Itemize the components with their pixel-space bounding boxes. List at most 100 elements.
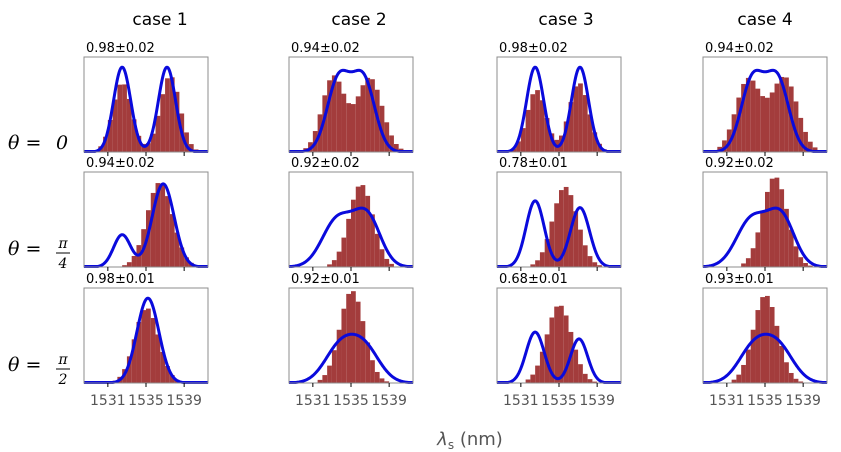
model-curve xyxy=(288,206,414,268)
histogram-bar xyxy=(351,199,356,267)
histogram-bar xyxy=(568,102,574,152)
histogram-bar xyxy=(807,265,813,267)
histogram-bar xyxy=(355,301,361,383)
histogram-bar xyxy=(131,119,137,152)
row-label-numerator: π xyxy=(57,352,68,368)
model-curve xyxy=(288,332,414,384)
x-tick-label: 1531 xyxy=(295,393,331,409)
histogram-bar xyxy=(530,374,536,383)
histogram-bar xyxy=(317,379,323,383)
histogram-bar xyxy=(160,351,166,383)
histogram-bar xyxy=(370,360,375,383)
histogram-bar xyxy=(544,239,550,267)
histogram-bar xyxy=(750,248,756,267)
histogram-bar xyxy=(788,229,794,267)
histogram-bar xyxy=(146,143,151,152)
histogram-bar xyxy=(539,351,545,383)
histogram-bar xyxy=(755,88,761,152)
histogram-bar xyxy=(126,356,132,383)
histogram-bar xyxy=(379,249,385,267)
model-curve xyxy=(83,182,209,268)
histogram-bar xyxy=(150,318,156,383)
panels: 0.98±0.02 0.94±0.02 0.98±0.02 0.94±0.02 0.94… xyxy=(83,41,828,409)
histogram-bar xyxy=(331,75,337,152)
x-tick-label: 1539 xyxy=(579,393,615,409)
x-axis-label-symbol: λ xyxy=(436,429,448,450)
histogram-bar xyxy=(160,94,166,152)
histogram-bar xyxy=(184,132,189,152)
histogram-bar xyxy=(774,177,780,267)
histogram-bar xyxy=(341,237,347,267)
x-tick-label: 1539 xyxy=(785,393,821,409)
histogram-bar xyxy=(360,185,366,267)
column-title-4: case 4 xyxy=(737,10,792,30)
histogram-bar xyxy=(322,95,328,152)
histogram-bar xyxy=(374,371,380,383)
histogram-bar xyxy=(155,183,161,267)
histogram-bar xyxy=(393,144,399,152)
histogram-bar xyxy=(160,184,166,267)
histogram-bar xyxy=(769,178,775,267)
panel-r3-c4: 0.93±0.01 1531 1535 1539 xyxy=(702,272,828,409)
histogram-bar xyxy=(760,297,765,383)
x-tick-label: 1539 xyxy=(166,393,202,409)
panel-annotation: 0.78±0.01 xyxy=(499,156,568,171)
panel-r2-c2: 0.92±0.02 xyxy=(288,156,414,271)
x-tick-label: 1535 xyxy=(541,393,577,409)
row-label-lhs: θ = xyxy=(8,132,47,154)
histogram-bar xyxy=(592,381,598,383)
x-tick-label: 1535 xyxy=(747,393,783,409)
row-label-theta-pi-2: θ = π 2 xyxy=(8,352,70,388)
histogram-bar xyxy=(793,246,799,267)
histogram-bar xyxy=(774,83,780,152)
histogram-bar xyxy=(327,365,332,383)
histogram-bar xyxy=(535,365,540,383)
histogram-bar xyxy=(745,349,751,383)
histogram-bar xyxy=(389,135,394,152)
histogram-bar xyxy=(745,258,751,267)
row-label-numerator: π xyxy=(57,236,68,252)
histogram-bar xyxy=(520,128,526,152)
histogram-bar xyxy=(169,375,175,383)
panel-annotation: 0.94±0.02 xyxy=(705,41,774,56)
x-tick-label: 1539 xyxy=(371,393,407,409)
row-label-denominator: 4 xyxy=(58,256,68,272)
histogram-bar xyxy=(769,307,775,383)
histogram-bar xyxy=(370,79,375,152)
histogram-bar xyxy=(165,196,170,267)
histogram-bar xyxy=(736,374,742,383)
histogram-bar xyxy=(131,339,137,383)
histogram-bar xyxy=(741,364,746,383)
histogram-bar xyxy=(107,119,113,152)
histogram-bar xyxy=(741,263,746,267)
histogram-bar xyxy=(578,229,583,267)
histogram-bar xyxy=(530,264,536,267)
histogram-bar xyxy=(573,211,579,267)
histogram-bar xyxy=(741,83,746,152)
histogram-bar xyxy=(331,260,337,267)
histogram-bar xyxy=(793,378,799,383)
histogram-bar xyxy=(779,76,785,152)
column-title-3: case 3 xyxy=(538,10,593,30)
histogram-bar xyxy=(355,96,361,152)
histogram-bar xyxy=(535,260,540,267)
panel-annotation: 0.68±0.01 xyxy=(499,272,568,287)
panel-annotation: 0.93±0.01 xyxy=(705,272,774,287)
histogram-bar xyxy=(136,321,142,383)
histogram-bar xyxy=(755,232,761,267)
histogram-bar xyxy=(360,85,366,152)
histogram-bar xyxy=(563,315,569,383)
histogram-bar xyxy=(582,373,588,383)
histogram-bar xyxy=(807,141,813,152)
histogram-bar xyxy=(379,378,385,383)
histogram-bar xyxy=(174,232,180,267)
histogram-bar xyxy=(365,342,371,383)
histogram-bar xyxy=(573,86,579,152)
panel-r1-c4: 0.94±0.02 xyxy=(702,41,828,156)
histogram-bar xyxy=(779,345,785,383)
histogram-bar xyxy=(169,77,175,152)
histogram-bar xyxy=(165,78,170,152)
histogram-bar xyxy=(122,265,127,267)
histogram-bar xyxy=(549,317,555,383)
